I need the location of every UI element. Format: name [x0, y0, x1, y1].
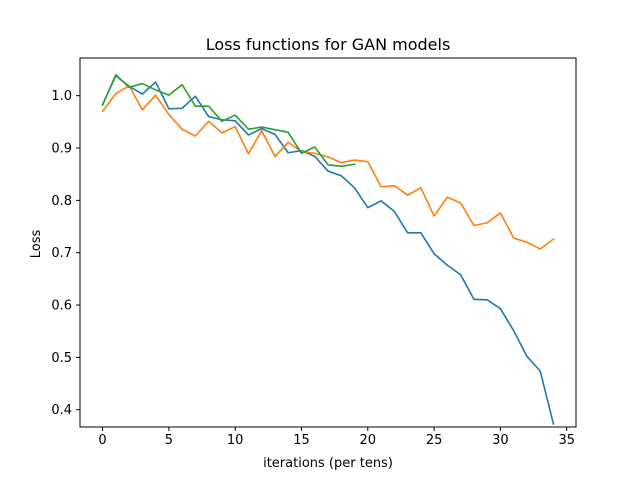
x-tick-label: 15: [293, 433, 310, 448]
axes-frame: [79, 57, 577, 428]
plot-area: 0 5 10 15 20 25 30 35 0.4 0.5 0.6 0.7 0.8 0.9 1.0: [51, 57, 577, 448]
series-line-2: [101, 84, 555, 250]
y-tick-label: 1.0: [51, 89, 72, 104]
y-tick-label: 0.6: [51, 299, 72, 314]
y-tick-label: 0.8: [51, 194, 72, 209]
y-tick-label: 0.7: [51, 246, 72, 261]
series-line-1: [101, 75, 555, 425]
y-tick-label: 0.5: [51, 351, 72, 366]
x-tick-label: 25: [426, 433, 443, 448]
x-tick-label: 0: [98, 433, 106, 448]
x-tick-label: 5: [165, 433, 173, 448]
series-line-3: [101, 73, 356, 168]
x-tick-label: 35: [558, 433, 575, 448]
y-tick-label: 0.4: [51, 403, 72, 418]
x-tick-label: 10: [227, 433, 244, 448]
chart-title: Loss functions for GAN models: [206, 35, 451, 54]
y-axis-label: Loss: [29, 230, 44, 259]
x-axis-label: iterations (per tens): [263, 456, 393, 471]
x-tick-label: 30: [492, 433, 509, 448]
y-tick-label: 0.9: [51, 142, 72, 157]
x-tick-label: 20: [360, 433, 377, 448]
